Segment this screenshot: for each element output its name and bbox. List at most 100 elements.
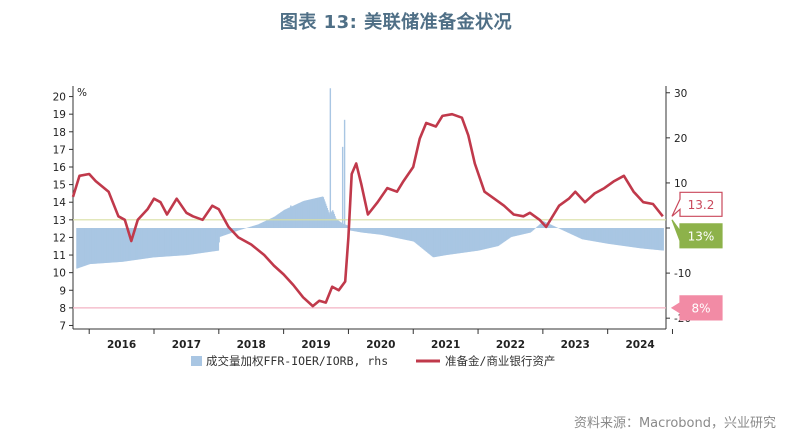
bar — [448, 228, 451, 255]
bar — [288, 207, 290, 229]
bar — [489, 228, 491, 248]
bar — [362, 228, 364, 233]
bar — [586, 228, 588, 241]
legend-label-bar: 成交量加权FFR-IOER/IORB, rhs — [206, 354, 388, 368]
right-tick-label: -10 — [674, 268, 691, 280]
bar — [217, 228, 220, 251]
bar — [377, 228, 380, 235]
bar — [460, 228, 462, 254]
bar — [398, 228, 400, 239]
bar — [185, 228, 187, 256]
bar — [115, 228, 117, 263]
bar — [643, 228, 646, 249]
bar — [353, 228, 356, 232]
bar — [103, 228, 105, 264]
bar — [584, 228, 587, 240]
bar — [143, 228, 146, 259]
bar — [503, 228, 505, 243]
x-tick-label: 2024 — [625, 339, 654, 351]
bar — [435, 228, 437, 257]
bar — [295, 204, 297, 229]
bar — [408, 228, 410, 241]
bar — [302, 201, 304, 229]
bar — [267, 219, 269, 229]
bar — [399, 228, 402, 239]
bar — [580, 228, 582, 239]
bar — [650, 228, 652, 250]
bar — [233, 228, 235, 232]
bar — [402, 228, 405, 240]
bar — [438, 228, 440, 257]
bar — [464, 228, 466, 253]
bar — [101, 228, 104, 264]
bar — [298, 203, 300, 229]
bar — [300, 202, 302, 229]
bar — [493, 228, 496, 247]
bar — [221, 228, 223, 237]
bar — [87, 228, 89, 265]
bar — [578, 228, 580, 238]
bar — [350, 228, 353, 231]
bar — [441, 228, 444, 256]
bar — [360, 228, 362, 233]
bar — [629, 228, 631, 247]
bar — [496, 228, 498, 247]
bar — [433, 228, 435, 258]
bar — [375, 228, 377, 235]
bar — [635, 228, 637, 248]
bar — [568, 228, 570, 234]
bar-spike — [290, 205, 292, 229]
bar — [182, 228, 184, 256]
bar — [636, 228, 639, 248]
bar — [198, 228, 200, 254]
bar — [168, 228, 171, 257]
bar — [272, 217, 275, 229]
bar — [251, 226, 253, 229]
bar — [309, 199, 311, 229]
bar — [147, 228, 149, 259]
left-tick-label: 15 — [53, 180, 66, 192]
bar — [461, 228, 464, 253]
bar — [186, 228, 188, 256]
bar — [254, 225, 256, 229]
bar-spike — [343, 119, 346, 229]
bar — [130, 228, 132, 261]
bar — [164, 228, 166, 257]
bar — [293, 205, 296, 229]
bar — [419, 228, 421, 247]
bar — [158, 228, 160, 257]
bar — [420, 228, 423, 248]
bar — [454, 228, 456, 254]
bar — [157, 228, 160, 258]
bar — [433, 228, 436, 258]
bar — [405, 228, 408, 241]
bar — [314, 198, 317, 229]
bar — [205, 228, 207, 253]
bar — [160, 228, 162, 257]
bar — [493, 228, 495, 248]
bar — [210, 228, 212, 252]
bar — [363, 228, 366, 233]
bar — [573, 228, 576, 236]
bar — [573, 228, 575, 236]
bar — [366, 228, 368, 234]
bar — [147, 228, 150, 259]
bar — [428, 228, 430, 254]
bar — [522, 228, 524, 235]
bar — [378, 228, 381, 235]
bar — [372, 228, 374, 234]
bar — [119, 228, 122, 262]
left-tick-label: 19 — [53, 109, 66, 121]
bar — [150, 228, 152, 258]
bar — [219, 228, 221, 237]
bar — [220, 228, 223, 237]
bar — [149, 228, 151, 258]
bar — [151, 228, 153, 258]
bar — [248, 227, 251, 229]
bar — [262, 222, 264, 229]
bar — [512, 228, 514, 237]
bar — [489, 228, 492, 248]
bar — [310, 199, 312, 229]
bar — [216, 228, 218, 251]
bar — [606, 228, 608, 244]
